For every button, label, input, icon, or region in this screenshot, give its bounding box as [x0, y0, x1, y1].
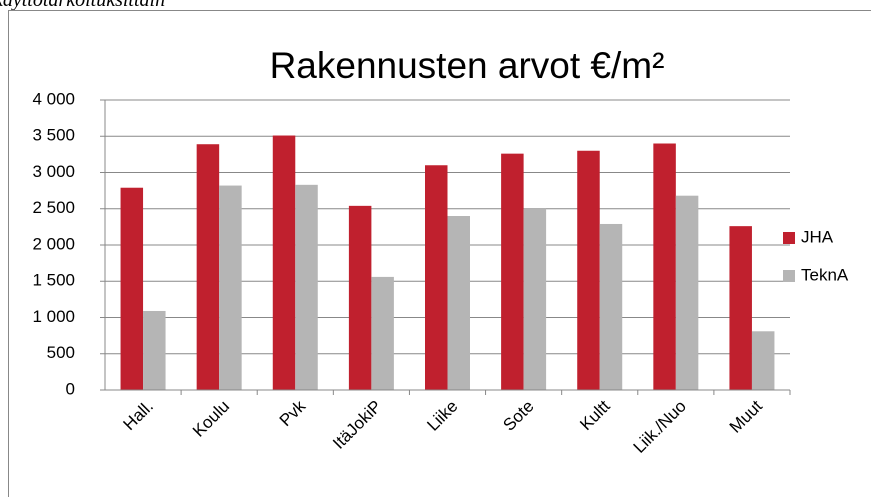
bar — [577, 150, 600, 390]
y-tick-label: 4 000 — [32, 89, 75, 108]
bar — [653, 143, 676, 390]
bar — [143, 310, 166, 390]
bar — [729, 226, 752, 390]
bar — [425, 165, 448, 390]
x-tick-label: Hall. — [120, 397, 157, 434]
chart-border — [8, 10, 871, 497]
bar — [447, 216, 470, 390]
bar — [295, 184, 318, 390]
bar — [501, 153, 524, 390]
bar — [219, 185, 242, 390]
x-tick-label: Pvk — [276, 396, 310, 430]
bar — [272, 135, 296, 390]
caption: käyttötarkoituksittain — [0, 0, 165, 11]
x-tick-label: Muut — [726, 396, 766, 436]
bar — [675, 195, 699, 390]
bar — [523, 208, 547, 390]
bar — [120, 187, 144, 390]
bar — [348, 205, 372, 390]
y-tick-label: 2 500 — [32, 198, 75, 217]
y-tick-label: 2 000 — [32, 234, 75, 253]
x-tick-label: Sote — [499, 397, 537, 435]
x-tick-label: ItäJokiP — [329, 397, 385, 453]
x-tick-label: Koulu — [189, 397, 233, 441]
legend-label: JHA — [801, 227, 834, 246]
x-tick-label: Kultt — [576, 396, 614, 434]
y-tick-label: 3 000 — [32, 162, 75, 181]
y-tick-label: 500 — [47, 343, 75, 362]
x-tick-label: Liike — [423, 397, 461, 435]
chart-title: Rakennusten arvot €/m² — [270, 45, 665, 86]
y-tick-label: 0 — [66, 379, 75, 398]
bar — [371, 276, 394, 390]
bar — [751, 331, 775, 390]
legend-swatch — [783, 232, 795, 244]
legend-label: TeknA — [801, 265, 849, 284]
y-tick-label: 3 500 — [32, 126, 75, 145]
y-tick-label: 1 500 — [32, 271, 75, 290]
bar — [599, 223, 623, 390]
y-tick-label: 1 000 — [32, 307, 75, 326]
legend-swatch — [783, 270, 795, 282]
x-tick-label: Liik./Nuo — [630, 397, 690, 457]
bar — [196, 144, 220, 390]
